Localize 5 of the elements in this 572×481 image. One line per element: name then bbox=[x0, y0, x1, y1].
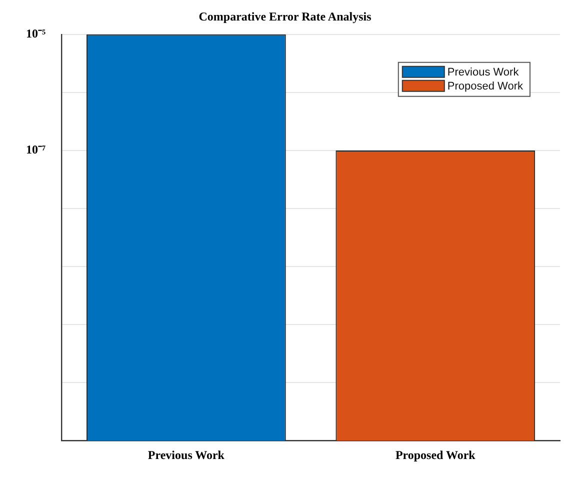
legend-label: Previous Work bbox=[447, 66, 520, 78]
legend-label: Proposed Work bbox=[447, 80, 524, 92]
y-tick-label: 10⁻⁷ bbox=[26, 142, 46, 157]
chart-title: Comparative Error Rate Analysis bbox=[198, 9, 372, 24]
y-tick-label: 10⁻⁵ bbox=[26, 26, 46, 40]
